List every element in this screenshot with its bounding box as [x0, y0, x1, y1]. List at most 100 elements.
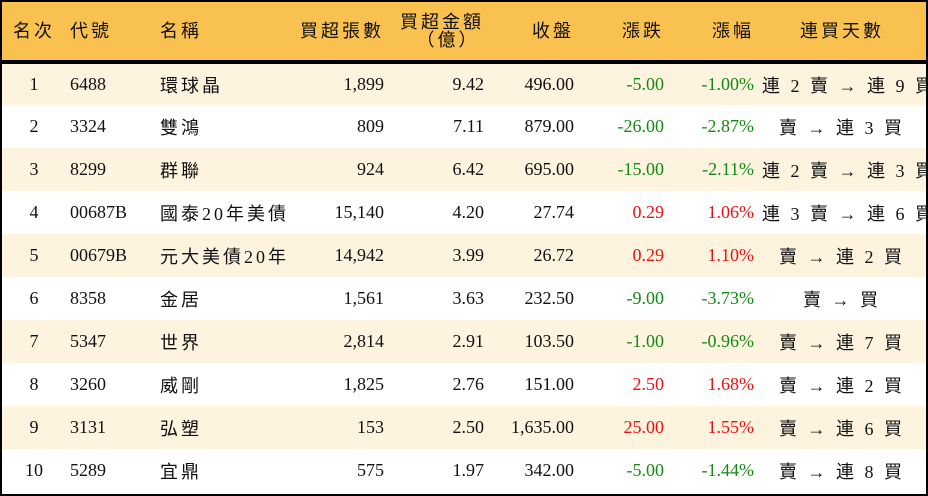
cell-name: 弘塑 [160, 418, 202, 439]
table-row: 5 00679B 元大美債20年 14,942 3.99 26.72 0.29 … [2, 234, 926, 277]
cell-net-buy-lots: 809 [357, 116, 384, 136]
header-consecutive-buy-days: 連買天數 [758, 2, 926, 64]
cell-close: 879.00 [524, 116, 575, 136]
cell-change-pct: -1.44% [701, 460, 755, 480]
cell-rank: 3 [29, 159, 39, 179]
cell-change-pct: -0.96% [701, 331, 755, 351]
cell-change: -1.00 [626, 331, 665, 351]
cell-change-pct: 1.55% [707, 417, 755, 437]
cell-consecutive-buy-days: 賣 → 連 8 買 [779, 461, 905, 482]
cell-name: 群聯 [160, 160, 202, 181]
cell-rank: 9 [29, 417, 39, 437]
cell-net-buy-amount: 2.76 [452, 374, 485, 394]
cell-consecutive-buy-days: 賣 → 連 7 買 [779, 332, 905, 353]
cell-code: 3260 [70, 374, 106, 394]
cell-name: 環球晶 [160, 75, 223, 96]
cell-consecutive-buy-days: 賣 → 連 3 買 [779, 117, 905, 138]
cell-rank: 8 [29, 374, 39, 394]
table-row: 10 5289 宜鼎 575 1.97 342.00 -5.00 -1.44% … [2, 449, 926, 492]
cell-net-buy-lots: 14,942 [334, 245, 385, 265]
cell-change: -9.00 [626, 288, 665, 308]
cell-close: 1,635.00 [511, 417, 574, 437]
cell-close: 26.72 [533, 245, 575, 265]
cell-close: 695.00 [524, 159, 575, 179]
cell-consecutive-buy-days: 賣 → 連 2 買 [779, 375, 905, 396]
cell-change-pct: 1.68% [707, 374, 755, 394]
cell-net-buy-amount: 9.42 [452, 74, 485, 94]
header-net-buy-amount-line2: （億） [416, 30, 480, 50]
cell-change: 0.29 [632, 245, 665, 265]
cell-rank: 4 [29, 202, 39, 222]
header-change-pct: 漲幅 [668, 2, 758, 64]
cell-consecutive-buy-days: 賣 → 買 [803, 289, 881, 310]
table-row: 7 5347 世界 2,814 2.91 103.50 -1.00 -0.96%… [2, 320, 926, 363]
cell-net-buy-lots: 924 [357, 159, 384, 179]
cell-change-pct: 1.10% [707, 245, 755, 265]
header-name: 名稱 [148, 2, 288, 64]
cell-name: 元大美債20年 [160, 246, 289, 267]
cell-code: 5347 [70, 331, 106, 351]
cell-name: 威剛 [160, 375, 202, 396]
cell-name: 世界 [160, 332, 202, 353]
table-row: 4 00687B 國泰20年美債 15,140 4.20 27.74 0.29 … [2, 191, 928, 234]
cell-close: 232.50 [524, 288, 575, 308]
header-close: 收盤 [488, 2, 578, 64]
header-code: 代號 [66, 2, 148, 64]
cell-close: 342.00 [524, 460, 575, 480]
cell-change-pct: -1.00% [701, 74, 755, 94]
cell-net-buy-lots: 1,899 [343, 74, 385, 94]
cell-consecutive-buy-days: 賣 → 連 2 買 [779, 246, 905, 267]
cell-rank: 6 [29, 288, 39, 308]
cell-net-buy-lots: 575 [357, 460, 384, 480]
cell-close: 151.00 [524, 374, 575, 394]
cell-consecutive-buy-days: 賣 → 連 6 買 [779, 418, 905, 439]
cell-change: 25.00 [623, 417, 665, 437]
cell-net-buy-amount: 7.11 [453, 116, 484, 136]
cell-net-buy-amount: 6.42 [452, 159, 485, 179]
cell-change: 2.50 [632, 374, 665, 394]
table-row: 3 8299 群聯 924 6.42 695.00 -15.00 -2.11% … [2, 148, 928, 191]
cell-net-buy-lots: 1,825 [343, 374, 385, 394]
cell-net-buy-amount: 3.63 [452, 288, 485, 308]
cell-rank: 7 [29, 331, 39, 351]
cell-code: 3324 [70, 116, 106, 136]
cell-change-pct: 1.06% [707, 202, 755, 222]
cell-close: 27.74 [533, 202, 575, 222]
cell-net-buy-amount: 2.50 [452, 417, 485, 437]
cell-net-buy-lots: 153 [357, 417, 384, 437]
cell-name: 國泰20年美債 [160, 203, 289, 224]
cell-code: 5289 [70, 460, 106, 480]
cell-change: -15.00 [617, 159, 665, 179]
cell-consecutive-buy-days: 連 3 賣 → 連 6 買 [762, 203, 928, 224]
cell-rank: 10 [25, 460, 43, 480]
cell-net-buy-amount: 1.97 [452, 460, 485, 480]
cell-code: 8358 [70, 288, 106, 308]
cell-rank: 2 [29, 116, 39, 136]
cell-code: 00687B [70, 202, 128, 222]
cell-code: 3131 [70, 417, 106, 437]
header-change: 漲跌 [578, 2, 668, 64]
cell-net-buy-amount: 4.20 [452, 202, 485, 222]
table-row: 2 3324 雙鴻 809 7.11 879.00 -26.00 -2.87% … [2, 105, 926, 148]
cell-net-buy-amount: 3.99 [452, 245, 485, 265]
header-net-buy-amount: 買超金額 （億） [388, 2, 488, 64]
cell-change-pct: -2.11% [702, 159, 754, 179]
cell-net-buy-amount: 2.91 [452, 331, 485, 351]
cell-name: 金居 [160, 289, 202, 310]
cell-consecutive-buy-days: 連 2 賣 → 連 3 買 [762, 160, 928, 181]
cell-net-buy-lots: 1,561 [343, 288, 385, 308]
cell-rank: 5 [29, 245, 39, 265]
cell-net-buy-lots: 15,140 [334, 202, 385, 222]
table-row: 8 3260 威剛 1,825 2.76 151.00 2.50 1.68% 賣… [2, 363, 926, 406]
cell-change: -5.00 [626, 460, 665, 480]
table-row: 1 6488 環球晶 1,899 9.42 496.00 -5.00 -1.00… [2, 62, 928, 105]
header-rank: 名次 [2, 2, 66, 64]
cell-code: 8299 [70, 159, 106, 179]
table-row: 6 8358 金居 1,561 3.63 232.50 -9.00 -3.73%… [2, 277, 926, 320]
header-net-buy-lots: 買超張數 [288, 2, 388, 64]
cell-rank: 1 [29, 74, 39, 94]
table-header-row: 名次 代號 名稱 買超張數 買超金額 （億） 收盤 漲跌 漲幅 連買天數 [2, 2, 926, 64]
cell-change: -26.00 [617, 116, 665, 136]
